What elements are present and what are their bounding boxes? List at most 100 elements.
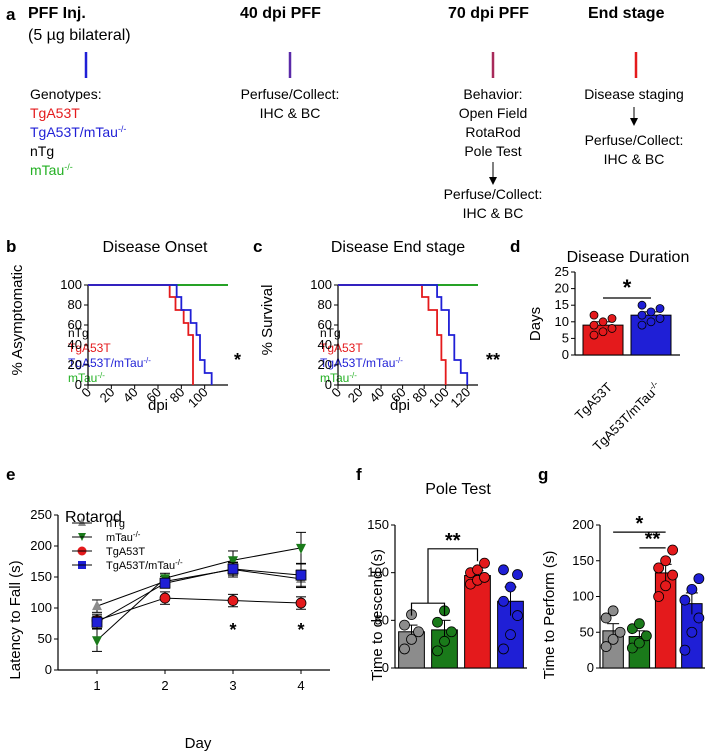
chart-g-ytick-label: 150 — [572, 553, 594, 568]
genotype-ntg: nTg — [30, 143, 54, 159]
chart-b-significance: * — [234, 350, 241, 370]
chart-g-ytick-label: 200 — [572, 517, 594, 532]
chart-g-point — [686, 583, 698, 595]
chart-d-ytick-label: 10 — [555, 314, 569, 329]
chart-g-point — [607, 634, 619, 645]
chart-b-legend-tga53t: TgA53T — [68, 341, 111, 355]
chart-c-ytick-label: 0 — [325, 377, 332, 392]
chart-g-point — [660, 555, 672, 567]
chart-e-xtick-label: 4 — [297, 678, 304, 693]
chart-c-xtick-label: 40 — [366, 385, 387, 406]
chart-b-ytick-label: 0 — [75, 377, 82, 392]
chart-e-ytick-label: 150 — [30, 569, 52, 584]
chart-e-xtick-label: 3 — [229, 678, 236, 693]
chart-b-legend-tga53t-mtau: TgA53T/mTau-/- — [68, 356, 151, 370]
chart-f-title: Pole Test — [425, 481, 491, 498]
panel-label-a: a — [6, 5, 16, 24]
chart-b-series-tga53t-mtau- — [88, 284, 213, 385]
perfuse-40-line2: IHC & BC — [260, 105, 321, 121]
genotype-mtau: mTau-/- — [30, 162, 73, 178]
panel-label-e: e — [6, 465, 15, 484]
chart-g-point — [660, 580, 672, 592]
chart-e-ytick-label: 0 — [45, 662, 52, 677]
chart-e-series-tga53t/mtau-point — [159, 577, 171, 589]
chart-c-xtick-label: 120 — [447, 385, 473, 411]
chart-d-sig-label: * — [623, 275, 632, 300]
chart-g-point — [614, 626, 626, 638]
chart-b-legend-ntg: nTg — [68, 326, 89, 340]
chart-d-point — [598, 327, 608, 337]
panel-f: f Pole Test Time to descend (s) — [356, 465, 491, 681]
chart-f-ytick-label: 50 — [375, 612, 389, 627]
genotypes-header: Genotypes: — [30, 86, 102, 102]
chart-b-ytick-label: 20 — [68, 357, 82, 372]
chart-c-ytick-label: 60 — [318, 317, 332, 332]
chart-g-point — [693, 573, 705, 585]
chart-d-ylabel: Days — [527, 307, 544, 341]
behavior-header: Behavior: — [463, 86, 522, 102]
chart-g-point — [600, 612, 612, 624]
behavior-rotarod: RotaRod — [465, 124, 520, 140]
chart-b-xtick-label: 100 — [185, 385, 211, 411]
panel-g: g Time to Perform (s) — [538, 465, 558, 679]
chart-g-ytick-label: 50 — [580, 624, 594, 639]
genotype-tga53t: TgA53T — [30, 105, 80, 121]
milestone-pff-injection: PFF Inj. — [28, 5, 86, 22]
chart-c-significance: ** — [486, 350, 500, 370]
chart-e-series-tga53t-point — [227, 595, 239, 606]
chart-b-xtick-label: 40 — [120, 385, 141, 406]
chart-e-legend-tga53t-mtau: TgA53T/mTau-/- — [106, 558, 183, 572]
chart-e-series-tga53t/mtau-point — [295, 569, 307, 581]
chart-e-ytick-label: 200 — [30, 538, 52, 553]
chart-f-point — [512, 610, 523, 621]
chart-d-point — [646, 317, 656, 327]
chart-d-point — [589, 310, 599, 320]
chart-g-point — [686, 626, 698, 638]
chart-g-point — [633, 618, 645, 630]
chart-e-series-ntg-point — [92, 600, 102, 611]
chart-e-series-tga53t-point — [159, 592, 171, 604]
chart-f-point — [413, 626, 424, 638]
chart-d-point — [637, 310, 647, 320]
chart-f-point — [512, 569, 523, 580]
chart-g-point — [640, 630, 652, 642]
chart-e-ytick-label: 50 — [38, 631, 52, 646]
panel-label-f: f — [356, 465, 362, 484]
chart-e-series-mtau-point — [296, 543, 306, 554]
chart-e-series-mtau-point — [92, 636, 102, 647]
panel-label-c: c — [253, 237, 262, 256]
arrow-staging-head — [630, 118, 638, 126]
chart-c-ytick-label: 100 — [310, 277, 332, 292]
chart-g-ytick-label: 100 — [572, 589, 594, 604]
chart-d-xtick-0: TgA53T — [572, 379, 615, 422]
chart-f-point — [406, 634, 417, 645]
chart-e-annotation: * — [297, 620, 304, 640]
chart-g-point — [600, 641, 612, 652]
chart-g-point — [679, 644, 691, 656]
chart-f-bar — [464, 575, 491, 669]
chart-c-legend-mtau: mTau-/- — [320, 371, 357, 385]
chart-e-xtick-label: 1 — [93, 678, 100, 693]
chart-f-ytick-label: 150 — [367, 517, 389, 532]
perfuse-end-line2: IHC & BC — [604, 151, 665, 167]
panel-label-d: d — [510, 237, 520, 256]
behavior-pole-test: Pole Test — [464, 143, 521, 159]
chart-b-xlabel: dpi — [148, 397, 168, 414]
panel-b: b Disease Onset dpi % Asymptomatic nTg T… — [6, 237, 241, 414]
chart-d-ytick-label: 20 — [555, 281, 569, 296]
disease-staging: Disease staging — [584, 86, 684, 102]
chart-f-point — [439, 635, 450, 647]
chart-b-ylabel: % Asymptomatic — [9, 264, 26, 375]
chart-d-point — [637, 300, 647, 310]
chart-f-point — [498, 643, 509, 655]
chart-c-series-tga53t — [338, 284, 447, 385]
chart-f-point — [505, 581, 516, 593]
chart-f-ylabel: Time to descend (s) — [369, 549, 386, 681]
panel-label-g: g — [538, 465, 548, 484]
milestone-40dpi: 40 dpi PFF — [240, 5, 321, 22]
chart-e-xlabel: Day — [185, 735, 212, 752]
milestone-pff-subtitle: (5 µg bilateral) — [28, 27, 131, 44]
chart-e-legend-marker-ntg — [78, 518, 86, 526]
